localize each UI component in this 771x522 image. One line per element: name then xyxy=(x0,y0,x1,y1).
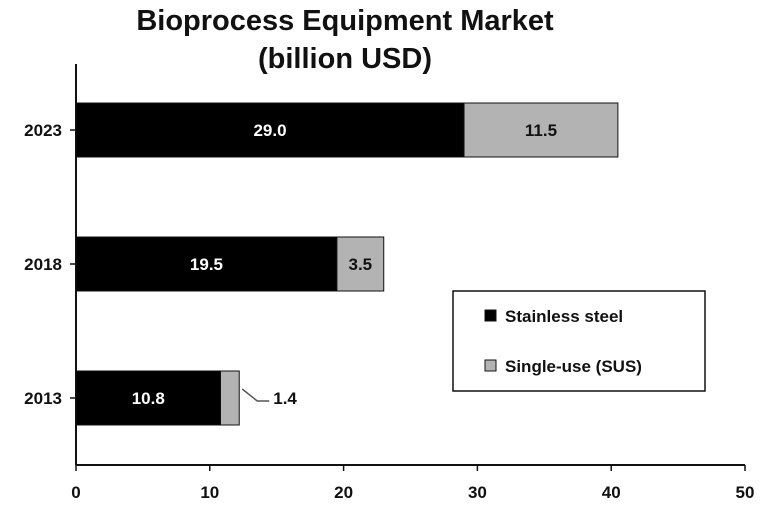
category-label: 2023 xyxy=(24,121,62,140)
chart-title-line-2: (billion USD) xyxy=(258,43,432,75)
bar-segment-stainless-steel xyxy=(75,370,222,426)
legend-swatch-stainless-steel xyxy=(484,309,497,322)
leader-line xyxy=(241,388,270,402)
legend-swatch-single-use xyxy=(484,359,497,372)
legend-box xyxy=(452,290,706,392)
category-labels: 2023 2018 2013 xyxy=(24,121,76,408)
x-axis-ticks: 0 10 20 30 40 50 xyxy=(71,465,754,502)
data-label: 19.5 xyxy=(190,255,223,274)
bar-segment-single-use xyxy=(336,236,385,292)
bars: 29.0 11.5 19.5 3.5 10.8 1.4 xyxy=(75,102,619,426)
bar-segment-stainless-steel xyxy=(75,102,465,158)
data-label: 1.4 xyxy=(273,389,297,408)
x-tick-label: 30 xyxy=(468,483,487,502)
legend-label-single-use: Single-use (SUS) xyxy=(505,357,642,376)
data-label: 10.8 xyxy=(132,389,165,408)
chart-title-line-1: Bioprocess Equipment Market xyxy=(136,5,554,37)
x-tick-label: 40 xyxy=(602,483,621,502)
x-tick-label: 50 xyxy=(736,483,755,502)
data-label: 11.5 xyxy=(525,121,557,140)
bar-segment-single-use xyxy=(220,370,240,426)
bar-segment-single-use xyxy=(463,102,619,158)
category-label: 2013 xyxy=(24,389,62,408)
legend-label-stainless-steel: Stainless steel xyxy=(505,307,623,326)
x-tick-label: 10 xyxy=(200,483,219,502)
data-label: 3.5 xyxy=(349,255,373,274)
x-tick-label: 20 xyxy=(334,483,353,502)
legend: Stainless steel Single-use (SUS) xyxy=(452,290,706,392)
category-label: 2018 xyxy=(24,255,62,274)
bar-segment-stainless-steel xyxy=(75,236,338,292)
data-label: 29.0 xyxy=(253,121,286,140)
x-tick-label: 0 xyxy=(71,483,80,502)
